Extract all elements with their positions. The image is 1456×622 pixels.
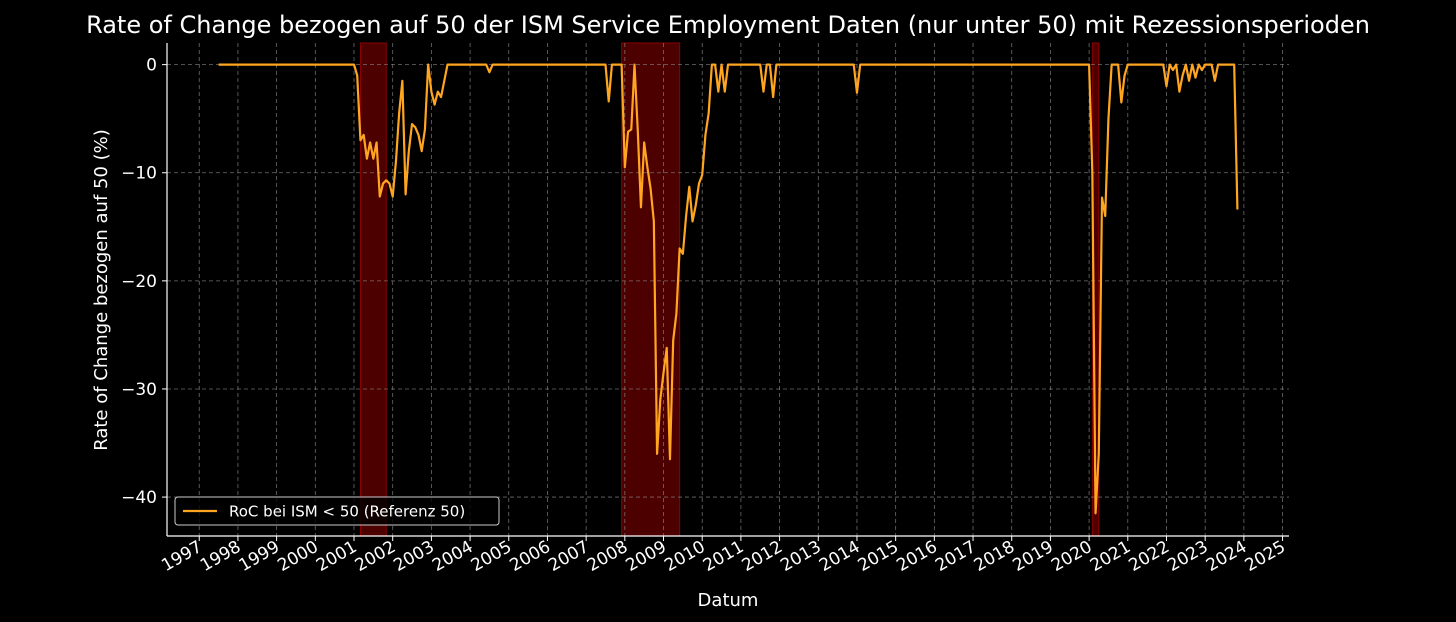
data-line bbox=[218, 63, 1239, 515]
recession-band bbox=[621, 42, 681, 537]
legend-box bbox=[174, 496, 500, 526]
legend-label: RoC bei ISM < 50 (Referenz 50) bbox=[229, 503, 465, 521]
y-tick-label: 0 bbox=[146, 56, 157, 76]
y-tick-label: −10 bbox=[121, 164, 157, 184]
recession-band bbox=[359, 42, 387, 537]
y-tick-label: −20 bbox=[121, 272, 157, 292]
y-axis-label: Rate of Change bezogen auf 50 (%) bbox=[91, 129, 112, 451]
x-axis-label: Datum bbox=[698, 590, 759, 611]
chart-title: Rate of Change bezogen auf 50 der ISM Se… bbox=[86, 11, 1370, 39]
y-tick-label: −40 bbox=[121, 488, 157, 508]
y-tick-label: −30 bbox=[121, 380, 157, 400]
legend: RoC bei ISM < 50 (Referenz 50) bbox=[174, 496, 500, 526]
